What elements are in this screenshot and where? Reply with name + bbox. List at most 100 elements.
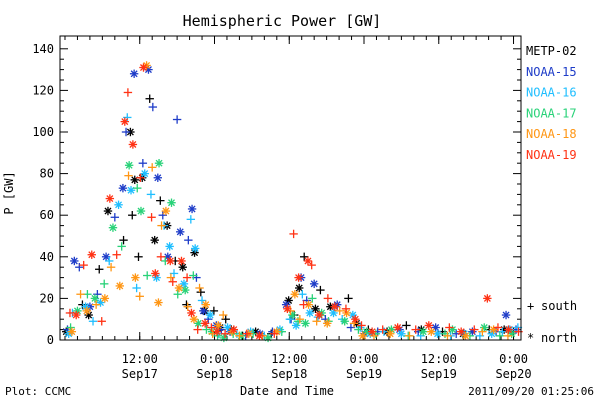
data-point-metp-02	[300, 252, 309, 261]
data-point-noaa-19	[314, 310, 324, 320]
data-point-noaa-17	[124, 161, 134, 170]
data-point-noaa-18	[67, 327, 77, 336]
data-point-noaa-16	[105, 256, 114, 266]
data-point-noaa-15	[70, 256, 79, 266]
data-point-noaa-19	[283, 304, 292, 313]
data-point-noaa-17	[167, 198, 176, 207]
data-point-noaa-19	[242, 329, 252, 338]
data-point-noaa-18	[405, 331, 414, 341]
data-point-noaa-16	[140, 169, 149, 178]
legend-entry-metp-02: METP-02	[526, 44, 577, 58]
x-tick-date: Sep18	[196, 367, 232, 381]
data-point-noaa-16	[197, 296, 207, 305]
south-label: south	[541, 299, 577, 313]
data-point-noaa-19	[289, 229, 298, 239]
data-point-noaa-19	[504, 325, 513, 334]
data-point-noaa-19	[294, 273, 303, 282]
x-tick-time: 0:00	[499, 352, 528, 366]
data-point-noaa-16	[298, 290, 307, 299]
data-point-noaa-18	[201, 300, 210, 309]
data-point-noaa-18	[312, 317, 321, 326]
data-point-noaa-19	[71, 310, 81, 320]
data-point-noaa-19	[79, 260, 88, 270]
data-point-noaa-18	[82, 306, 91, 316]
data-point-metp-02	[134, 252, 143, 261]
data-point-noaa-18	[91, 300, 101, 309]
data-point-noaa-19	[393, 323, 402, 332]
data-point-noaa-16	[88, 317, 98, 326]
data-point-noaa-15	[110, 213, 120, 222]
data-point-metp-02	[145, 94, 154, 103]
data-point-noaa-18	[489, 325, 498, 334]
data-point-noaa-15	[187, 204, 197, 214]
data-point-noaa-16	[81, 302, 90, 311]
data-point-noaa-15	[75, 263, 84, 272]
data-point-noaa-16	[305, 308, 315, 318]
data-point-noaa-16	[397, 329, 406, 338]
data-point-noaa-17	[173, 290, 182, 299]
y-tick-label: 80	[40, 167, 54, 181]
data-point-noaa-18	[166, 273, 176, 282]
data-point-noaa-15	[148, 102, 158, 112]
y-tick-label: 0	[47, 333, 54, 347]
y-axis: 0 20 40 60 80 100 120 140	[32, 42, 521, 347]
data-point-metp-02	[316, 285, 325, 295]
data-point-noaa-19	[65, 308, 75, 318]
data-point-noaa-18	[478, 327, 487, 336]
data-point-metp-02	[196, 287, 205, 297]
data-point-noaa-19	[299, 300, 308, 309]
data-point-noaa-19	[323, 294, 333, 303]
data-point-noaa-17	[117, 242, 126, 251]
north-label: north	[541, 331, 577, 345]
data-point-metp-02	[182, 300, 191, 309]
data-point-noaa-15	[118, 183, 128, 193]
data-point-noaa-19	[445, 323, 454, 332]
data-point-noaa-19	[367, 327, 377, 336]
legend-entry-noaa-15: NOAA-15	[526, 65, 577, 79]
data-point-noaa-19	[341, 304, 351, 313]
y-tick-label: 60	[40, 208, 54, 222]
data-point-noaa-15	[129, 69, 139, 78]
north-symbol: *	[527, 331, 534, 345]
data-point-noaa-17	[340, 317, 349, 326]
data-point-noaa-15	[184, 235, 193, 245]
data-point-noaa-19	[123, 88, 133, 97]
data-point-noaa-18	[358, 331, 367, 341]
data-point-noaa-18	[148, 163, 157, 172]
data-point-noaa-17	[181, 285, 190, 295]
data-point-metp-02	[119, 235, 128, 245]
data-point-noaa-16	[433, 329, 442, 338]
data-point-noaa-17	[219, 333, 229, 343]
data-point-noaa-17	[308, 294, 317, 303]
data-point-noaa-18	[195, 283, 204, 293]
y-tick-label: 40	[40, 250, 54, 264]
data-point-noaa-15	[121, 127, 131, 137]
data-point-noaa-19	[112, 250, 121, 259]
data-point-noaa-17	[136, 206, 146, 216]
data-point-metp-02	[150, 235, 159, 245]
legend-entry-noaa-16: NOAA-16	[526, 86, 577, 100]
data-point-noaa-16	[146, 190, 156, 199]
data-point-noaa-17	[108, 223, 118, 232]
data-point-noaa-19	[212, 327, 222, 336]
data-point-noaa-17	[418, 327, 428, 336]
data-point-noaa-18	[100, 294, 110, 303]
data-point-noaa-19	[493, 323, 503, 332]
data-point-noaa-18	[106, 263, 116, 272]
data-point-noaa-18	[154, 298, 163, 307]
data-point-noaa-15	[101, 252, 111, 261]
data-point-noaa-19	[470, 325, 479, 334]
y-tick-label: 100	[32, 125, 54, 139]
data-point-noaa-16	[132, 283, 141, 293]
data-point-noaa-17	[288, 310, 297, 320]
footer-credit: Plot: CCMC	[5, 385, 71, 398]
data-point-noaa-18	[295, 315, 305, 324]
data-point-noaa-18	[427, 327, 436, 336]
data-point-metp-02	[178, 263, 187, 272]
data-point-noaa-19	[87, 250, 96, 259]
data-point-metp-02	[156, 196, 165, 205]
data-point-metp-02	[95, 265, 104, 274]
data-point-noaa-16	[356, 323, 365, 332]
data-point-noaa-17	[301, 319, 310, 328]
